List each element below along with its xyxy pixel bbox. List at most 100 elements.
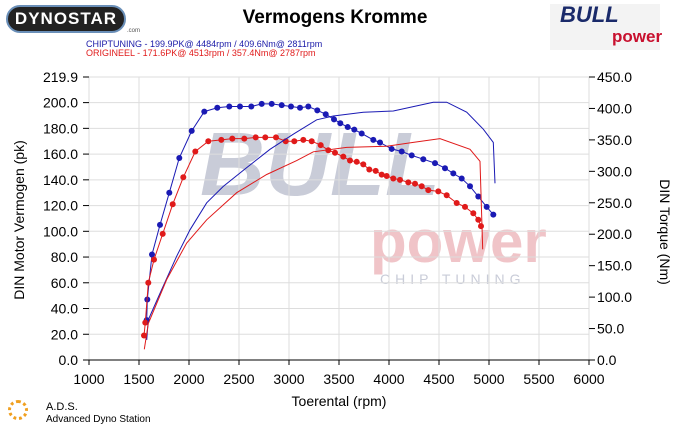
chiptuning-power-point bbox=[475, 193, 482, 200]
y2-axis-label: DIN Torque (Nm) bbox=[657, 179, 673, 285]
chiptuning-power-point bbox=[322, 111, 329, 118]
origineel-power-point bbox=[418, 183, 425, 190]
y-axis-label: DIN Motor Vermogen (pk) bbox=[11, 140, 27, 300]
chiptuning-power-point bbox=[490, 211, 497, 218]
origineel-power-point bbox=[478, 223, 484, 230]
y-tick-label: 20.0 bbox=[51, 326, 78, 342]
dynostar-logo: DYNOSTAR bbox=[6, 5, 126, 33]
chiptuning-power-point bbox=[201, 108, 208, 115]
x-tick-label: 5000 bbox=[473, 371, 504, 387]
chiptuning-power-point bbox=[278, 102, 285, 109]
chiptuning-power-point bbox=[388, 145, 395, 152]
x-tick-label: 2500 bbox=[223, 371, 254, 387]
watermark-power: power bbox=[370, 208, 547, 275]
logo-sub: .com bbox=[127, 28, 141, 34]
chiptuning-power-point bbox=[344, 124, 351, 131]
origineel-power-point bbox=[291, 138, 298, 145]
x-tick-label: 1500 bbox=[123, 371, 154, 387]
x-axis-label: Toerental (rpm) bbox=[292, 393, 387, 409]
origineel-power-point bbox=[347, 157, 353, 164]
origineel-power-point bbox=[383, 172, 390, 179]
chiptuning-power-point bbox=[450, 170, 457, 177]
y-tick-label: 120.0 bbox=[43, 198, 78, 214]
origineel-power-point bbox=[397, 176, 403, 183]
origineel-power-point bbox=[405, 179, 412, 186]
x-tick-label: 2000 bbox=[173, 371, 204, 387]
chiptuning-power-point bbox=[483, 203, 490, 210]
chiptuning-power-point bbox=[458, 175, 465, 182]
y-tick-label: 80.0 bbox=[51, 249, 78, 265]
origineel-power-point bbox=[353, 158, 360, 165]
origineel-power-point bbox=[462, 203, 468, 210]
origineel-power-point bbox=[169, 201, 176, 208]
origineel-power-point bbox=[300, 136, 307, 143]
y2-tick-label: 0.0 bbox=[597, 352, 617, 368]
chiptuning-power-point bbox=[297, 104, 303, 111]
chiptuning-power-point bbox=[176, 154, 183, 161]
origineel-power-point bbox=[332, 149, 338, 156]
chiptuning-power-point bbox=[408, 152, 415, 159]
chiptuning-power-point bbox=[305, 103, 312, 110]
origineel-power-point bbox=[453, 199, 460, 206]
x-tick-label: 1000 bbox=[73, 371, 104, 387]
chiptuning-power-point bbox=[226, 103, 233, 110]
chiptuning-power-point bbox=[188, 127, 195, 134]
origineel-power-point bbox=[159, 230, 166, 237]
chiptuning-power-point bbox=[370, 136, 377, 143]
origineel-power-point bbox=[273, 134, 279, 141]
chiptuning-power-point bbox=[467, 183, 473, 190]
logo-text: DYNOSTAR bbox=[14, 9, 118, 28]
y2-tick-label: 300.0 bbox=[597, 163, 632, 179]
chiptuning-power-point bbox=[442, 165, 448, 172]
y2-tick-label: 250.0 bbox=[597, 195, 632, 211]
origineel-power-point bbox=[412, 180, 418, 187]
origineel-power-point bbox=[378, 171, 385, 178]
origineel-power-point bbox=[252, 134, 259, 141]
origineel-torque-line bbox=[143, 138, 484, 350]
y-tick-label: 140.0 bbox=[43, 172, 78, 188]
origineel-power-point bbox=[317, 142, 324, 149]
origineel-power-point bbox=[205, 138, 212, 145]
origineel-power-point bbox=[475, 216, 482, 223]
y2-tick-label: 350.0 bbox=[597, 132, 632, 148]
y-tick-label: 40.0 bbox=[51, 301, 78, 317]
chiptuning-power-point bbox=[358, 130, 365, 137]
chiptuning-power-point bbox=[258, 100, 265, 107]
ads-subtitle: Advanced Dyno Station bbox=[46, 414, 151, 425]
chiptuning-power-point bbox=[248, 103, 255, 110]
x-tick-label: 3500 bbox=[323, 371, 354, 387]
chiptuning-power-point bbox=[237, 103, 243, 110]
x-tick-label: 5500 bbox=[523, 371, 554, 387]
chiptuning-power-point bbox=[288, 103, 294, 110]
origineel-power-point bbox=[229, 135, 236, 142]
chiptuning-torque-line bbox=[146, 101, 496, 340]
bullpower-logo-text2: power bbox=[612, 27, 663, 46]
origineel-power-point bbox=[145, 279, 152, 286]
x-tick-label: 4500 bbox=[423, 371, 454, 387]
watermark-chiptuning: CHIP TUNING bbox=[380, 271, 526, 287]
ads-logo-icon bbox=[8, 400, 28, 420]
chiptuning-power-point bbox=[268, 100, 275, 107]
y-tick-label: 0.0 bbox=[59, 352, 79, 368]
y-tick-label: 180.0 bbox=[43, 120, 78, 136]
legend-origineel: ORIGINEEL - 171.6PK@ 4513rpm / 357.4Nm@ … bbox=[86, 48, 316, 58]
origineel-power-point bbox=[390, 175, 397, 182]
chiptuning-power-point bbox=[214, 104, 221, 111]
origineel-power-point bbox=[141, 332, 147, 339]
origineel-power-point bbox=[443, 192, 450, 199]
bullpower-logo-text: BULL bbox=[560, 2, 619, 27]
y-tick-label: 160.0 bbox=[43, 146, 78, 162]
origineel-power-point bbox=[425, 187, 432, 194]
y2-tick-label: 150.0 bbox=[597, 258, 632, 274]
y2-tick-label: 400.0 bbox=[597, 100, 632, 116]
x-tick-label: 3000 bbox=[273, 371, 304, 387]
chiptuning-power-point bbox=[166, 189, 173, 196]
origineel-power-point bbox=[308, 138, 315, 145]
ads-title: A.D.S. bbox=[46, 401, 78, 413]
chiptuning-power-point bbox=[398, 148, 405, 155]
chiptuning-power-point bbox=[377, 139, 383, 146]
chiptuning-power-point bbox=[331, 116, 337, 123]
chart-title: Vermogens Kromme bbox=[242, 7, 428, 28]
chiptuning-power-point bbox=[420, 156, 427, 163]
